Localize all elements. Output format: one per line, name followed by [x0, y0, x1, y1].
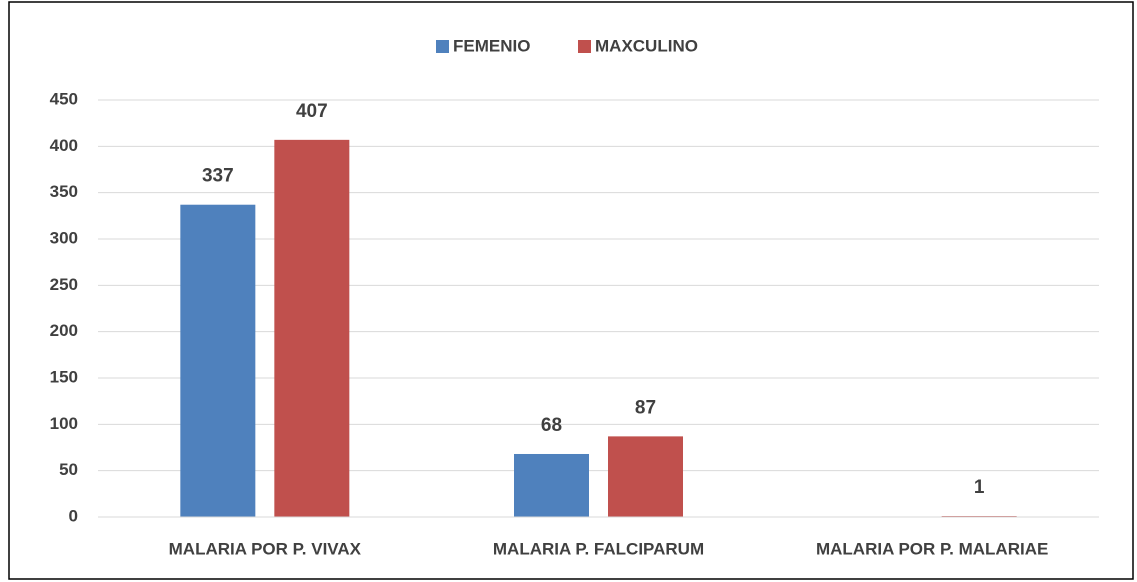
x-tick-label: MALARIA POR P. MALARIAE [816, 539, 1048, 558]
bar [608, 436, 683, 517]
y-tick-label: 150 [50, 367, 78, 386]
y-tick-label: 300 [50, 228, 78, 247]
value-label: 1 [974, 477, 985, 498]
y-tick-label: 100 [50, 414, 78, 433]
y-tick-label: 0 [69, 506, 78, 525]
x-tick-label: MALARIA P. FALCIPARUM [493, 539, 704, 558]
y-tick-label: 50 [59, 460, 78, 479]
legend-label: MAXCULINO [595, 36, 698, 55]
y-tick-label: 250 [50, 275, 78, 294]
legend-label: FEMENIO [453, 36, 530, 55]
x-tick-label: MALARIA POR P. VIVAX [169, 539, 362, 558]
value-label: 337 [202, 166, 234, 187]
bar [180, 204, 256, 518]
legend-swatch [436, 40, 449, 53]
y-tick-label: 200 [50, 321, 78, 340]
bar [514, 453, 589, 517]
bar [274, 139, 350, 517]
legend-swatch [578, 40, 591, 53]
y-tick-label: 400 [50, 136, 78, 155]
value-label: 68 [541, 415, 562, 436]
y-tick-label: 450 [50, 89, 78, 108]
y-tick-label: 350 [50, 182, 78, 201]
value-label: 87 [635, 397, 656, 418]
value-label: 407 [296, 101, 328, 122]
